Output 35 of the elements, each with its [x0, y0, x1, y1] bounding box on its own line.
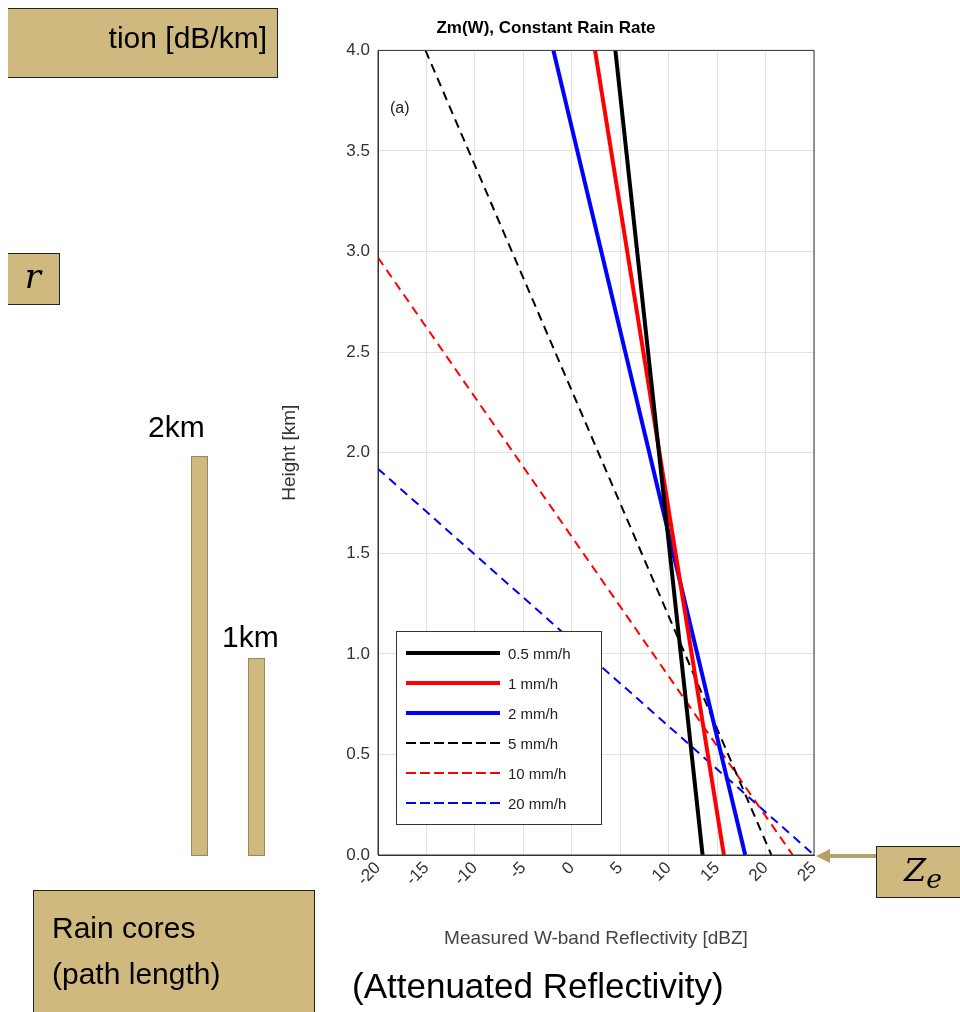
text: 2km — [148, 410, 205, 444]
annotation: (a) — [390, 98, 410, 116]
legend-label: 20 mm/h — [508, 794, 567, 812]
x-tick-label: 20 — [744, 857, 772, 885]
y-tick-label: 2.0 — [346, 442, 370, 462]
x-tick-label: 0 — [557, 857, 578, 879]
x-tick-label: 25 — [793, 857, 821, 885]
x-tick-label: 15 — [696, 857, 724, 885]
y-tick-label: 2.5 — [346, 341, 370, 361]
y-tick-label: 1.0 — [346, 643, 370, 663]
x-tick-label: -10 — [450, 857, 482, 889]
legend-label: 5 mm/h — [508, 734, 559, 752]
y-tick-label: 0.0 — [346, 844, 370, 864]
y-axis-title: Height [km] — [277, 404, 299, 501]
text: r — [6, 253, 60, 305]
y-tick-label: 3.5 — [346, 140, 370, 160]
x-tick-label: -5 — [505, 857, 530, 883]
text: Z$_{e}$ — [876, 846, 960, 898]
legend-label: 1 mm/h — [508, 674, 559, 692]
y-tick-label: 1.5 — [346, 542, 370, 562]
text: (Attenuated Reflectivity) — [352, 966, 724, 1006]
legend-label: 0.5 mm/h — [508, 644, 571, 662]
y-tick-label: 4.0 — [346, 40, 370, 60]
legend-label: 2 mm/h — [508, 704, 559, 722]
x-axis-title: Measured W-band Reflectivity [dBZ] — [444, 926, 748, 948]
legend-label: 10 mm/h — [508, 764, 567, 782]
text: tion [dB/km] — [6, 8, 278, 78]
text: Rain cores (path length) — [33, 890, 315, 1012]
x-tick-label: 10 — [647, 857, 675, 885]
chart-title: Zm(W), Constant Rain Rate — [436, 17, 656, 37]
text: 1km — [222, 620, 279, 654]
x-tick-label: -15 — [401, 857, 433, 889]
y-tick-label: 0.5 — [346, 744, 370, 764]
y-tick-label: 3.0 — [346, 241, 370, 261]
x-tick-label: 5 — [606, 857, 627, 879]
